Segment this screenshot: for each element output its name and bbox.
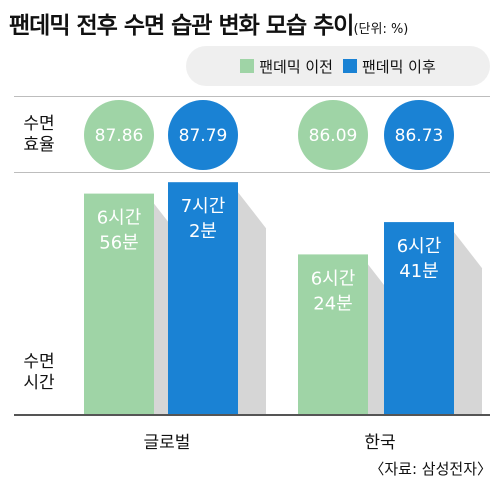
sleep-bar-korea-before <box>298 254 368 414</box>
row-label-time: 수면 시간 <box>14 352 64 394</box>
unit-label: (단위: %) <box>353 22 409 37</box>
category-label-global: 글로벌 <box>143 433 191 453</box>
legend-label-before: 팬데믹 이전 <box>259 57 333 76</box>
sleep-label-korea-before-line2: 24분 <box>313 293 352 314</box>
row-label-efficiency-line1: 수면 <box>23 114 55 134</box>
row-label-efficiency-line2: 효율 <box>23 135 55 155</box>
sleep-bar-korea-after <box>384 222 454 414</box>
source-note: 〈자료: 삼성전자〉 <box>369 460 492 478</box>
legend: 팬데믹 이전 팬데믹 이후 <box>186 46 490 86</box>
title-text: 팬데믹 전후 수면 습관 변화 모습 추이 <box>9 13 354 39</box>
bar-shadow-global-after <box>238 192 266 414</box>
sleep-label-korea-after-line2: 41분 <box>399 261 438 282</box>
efficiency-value-global-after: 87.79 <box>179 126 228 146</box>
row-label-efficiency: 수면 효율 <box>14 114 64 156</box>
sleep-label-global-before-line2: 56분 <box>99 233 138 254</box>
efficiency-circle-korea-before <box>298 100 368 170</box>
sleep-label-global-after-line2: 2분 <box>189 221 217 242</box>
category-label-korea: 한국 <box>364 433 396 453</box>
legend-swatch-before <box>240 59 255 73</box>
efficiency-circle-korea-after <box>384 100 454 170</box>
efficiency-value-korea-before: 86.09 <box>309 126 358 146</box>
bar-shadow-korea-after <box>454 232 482 414</box>
legend-item-after: 팬데믹 이후 <box>343 56 436 77</box>
sleep-label-global-after-line1: 7시간 <box>181 196 226 217</box>
sleep-bar-global-after <box>168 182 238 414</box>
legend-swatch-after <box>343 59 357 73</box>
efficiency-value-global-before: 87.86 <box>95 126 144 146</box>
top-divider <box>14 96 490 97</box>
sleep-label-global-before-line1: 6시간 <box>97 208 142 229</box>
x-axis-baseline <box>14 414 490 416</box>
sleep-label-korea-after-line1: 6시간 <box>397 236 442 257</box>
sleep-label-korea-before-line1: 6시간 <box>311 268 356 289</box>
row-label-time-line1: 수면 <box>23 352 55 372</box>
efficiency-circle-global-before <box>84 100 154 170</box>
efficiency-circle-global-after <box>168 100 238 170</box>
sleep-bar-global-before <box>84 193 154 414</box>
middle-divider <box>14 172 490 173</box>
row-label-time-line2: 시간 <box>23 373 55 393</box>
efficiency-value-korea-after: 86.73 <box>395 126 444 146</box>
legend-label-after: 팬데믹 이후 <box>362 57 436 76</box>
legend-item-before: 팬데믹 이전 <box>240 56 333 77</box>
chart-title: 팬데믹 전후 수면 습관 변화 모습 추이(단위: %) <box>9 6 408 40</box>
